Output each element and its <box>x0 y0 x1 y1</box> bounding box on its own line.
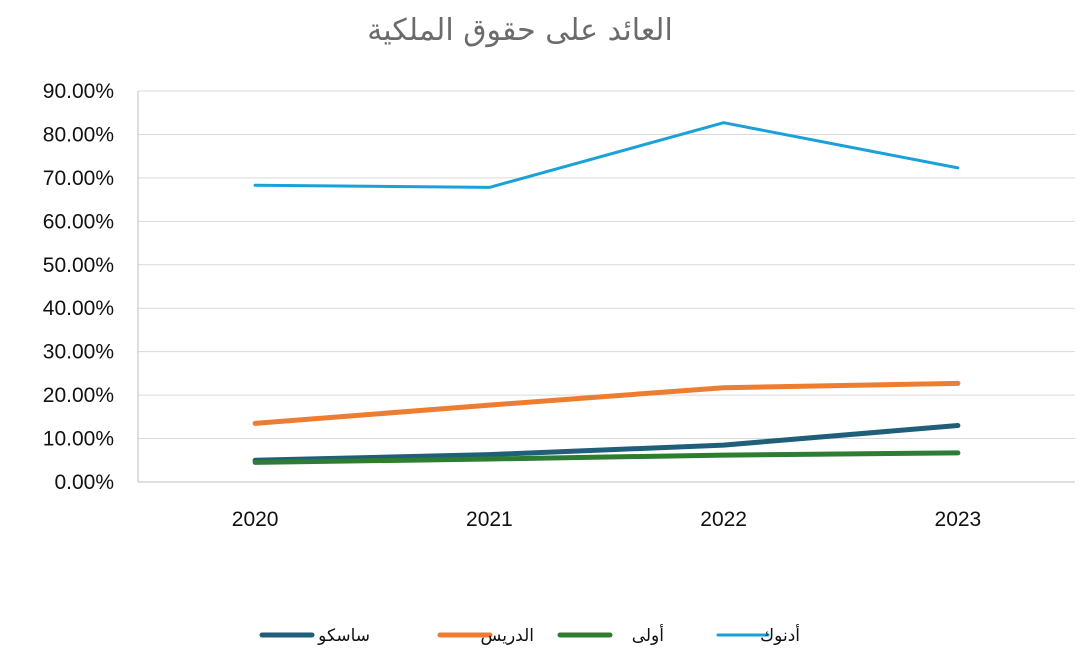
y-axis: 0.00% 10.00% 20.00% 30.00% 40.00% 50.00% 60.00… <box>43 80 139 494</box>
data-point <box>723 122 725 124</box>
series-line <box>252 423 961 463</box>
legend-label: ساسكو <box>317 626 370 646</box>
data-point <box>488 404 490 406</box>
data-point <box>488 454 490 456</box>
data-point <box>723 387 725 389</box>
y-tick-label: 30.00% <box>43 341 114 364</box>
x-tick-label: 2023 <box>935 508 982 531</box>
legend: ساسكو الدريس أولى أدنوك <box>259 624 800 646</box>
data-point <box>957 452 959 454</box>
y-tick-label: 60.00% <box>43 210 114 233</box>
y-tick-label: 0.00% <box>54 471 114 494</box>
legend-item: ساسكو <box>259 626 370 646</box>
legend-item: أدنوك <box>716 624 800 646</box>
x-tick-label: 2020 <box>232 508 279 531</box>
data-point <box>957 382 959 384</box>
y-tick-label: 80.00% <box>43 123 114 146</box>
y-tick-label: 10.00% <box>43 428 114 451</box>
data-point <box>488 458 490 460</box>
series-line <box>253 121 960 189</box>
data-point <box>254 461 256 463</box>
x-axis: 2020 2021 2022 2023 <box>138 481 1075 531</box>
x-tick-label: 2021 <box>466 508 513 531</box>
x-tick-label: 2022 <box>700 508 747 531</box>
legend-label: الدريس <box>481 626 534 646</box>
series-2 <box>252 380 961 426</box>
legend-item: الدريس <box>437 626 534 646</box>
data-point <box>723 454 725 456</box>
series-3 <box>252 450 961 465</box>
gridlines <box>138 90 1075 440</box>
data-point <box>254 184 256 186</box>
series-line <box>252 450 961 465</box>
series-line <box>252 380 961 426</box>
y-tick-label: 50.00% <box>43 254 114 277</box>
legend-label: أدنوك <box>760 624 800 646</box>
data-point <box>723 444 725 446</box>
y-tick-label: 20.00% <box>43 384 114 407</box>
y-tick-label: 70.00% <box>43 167 114 190</box>
y-tick-label: 40.00% <box>43 297 114 320</box>
y-tick-label: 90.00% <box>43 80 114 103</box>
chart-title: العائد على حقوق الملكية <box>367 13 673 48</box>
data-point <box>254 422 256 424</box>
legend-label: أولى <box>632 624 664 646</box>
data-point <box>957 425 959 427</box>
series-4 <box>253 121 960 189</box>
series-lines <box>252 121 961 465</box>
legend-item: أولى <box>557 624 664 646</box>
data-point <box>957 167 959 169</box>
data-point <box>488 186 490 188</box>
